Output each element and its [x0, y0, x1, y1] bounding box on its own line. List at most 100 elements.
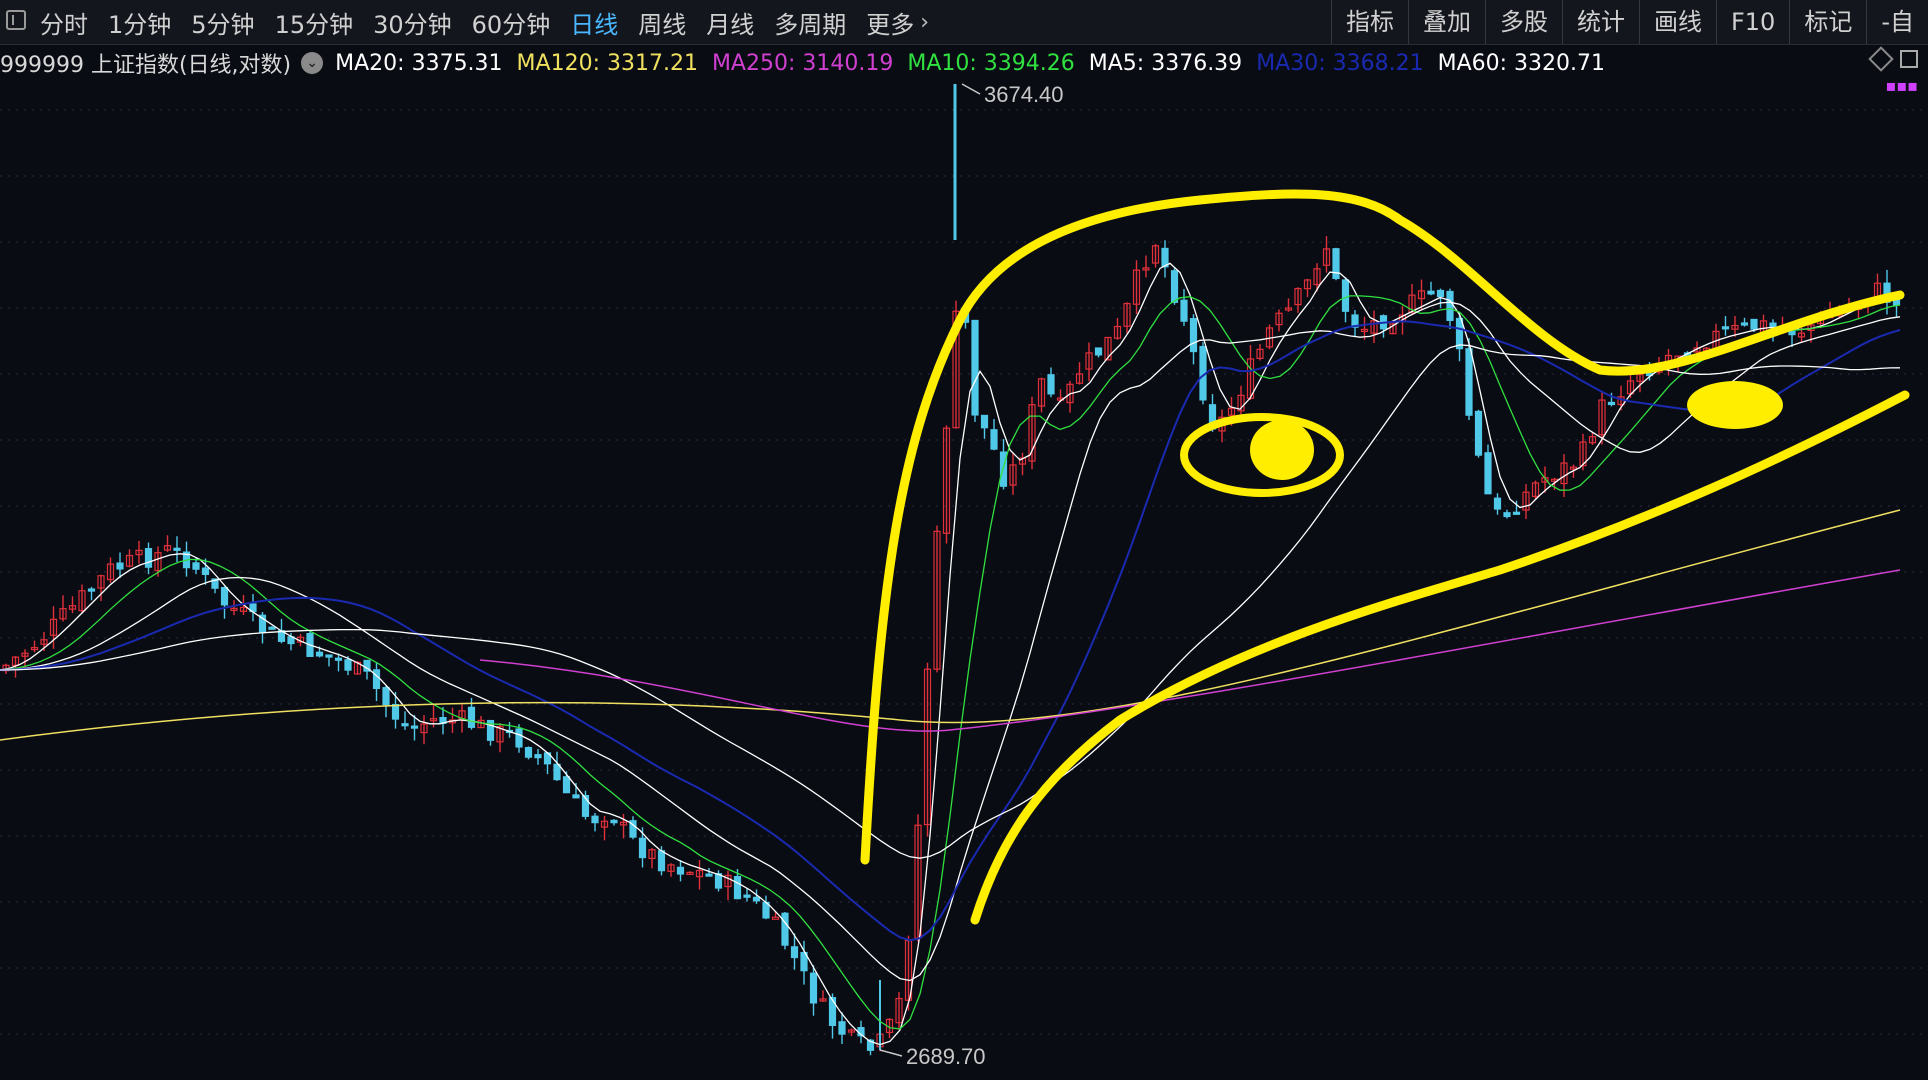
candle-body	[1389, 323, 1397, 335]
extreme-labels: 3674.40 2689.70	[879, 82, 1064, 1069]
candle-body	[496, 725, 504, 743]
candle-body	[163, 545, 172, 551]
candle-body	[1275, 312, 1283, 326]
candle-body	[705, 873, 713, 877]
candle-body	[1531, 482, 1540, 498]
candle-body	[819, 998, 827, 1002]
candle-body	[410, 725, 419, 729]
candle-body	[942, 427, 951, 534]
candle-body	[173, 547, 181, 551]
candle-body	[420, 723, 428, 734]
panel-toggle-icon[interactable]	[6, 10, 26, 30]
tab-1min[interactable]: 1分钟	[108, 10, 172, 39]
candle-body	[401, 723, 409, 727]
candle-body	[1294, 287, 1302, 306]
candle-body	[923, 668, 932, 826]
candle-body	[486, 719, 495, 741]
candle-body	[1113, 325, 1122, 339]
candle-body	[49, 618, 58, 636]
candle-body	[372, 669, 381, 690]
candle-body	[1028, 404, 1036, 462]
overlay-button[interactable]: 叠加	[1407, 0, 1485, 44]
draw-line-button[interactable]: 画线	[1638, 0, 1716, 44]
candle-body	[752, 896, 761, 902]
candle-body	[239, 606, 248, 612]
ma20-line	[0, 301, 1901, 982]
window-icon[interactable]	[1900, 50, 1918, 68]
candle-body	[1474, 410, 1483, 456]
candle-body	[733, 875, 742, 900]
mark-button[interactable]: 标记	[1789, 0, 1866, 44]
candle-body	[1598, 399, 1606, 436]
candle-body	[657, 850, 666, 872]
moving-average-lines	[0, 262, 1901, 1046]
tab-more[interactable]: 更多	[866, 10, 915, 39]
upper-curve-annotation	[860, 189, 1905, 865]
candle-body	[467, 706, 476, 728]
tab-multi-period[interactable]: 多周期	[774, 10, 847, 39]
tab-monthly[interactable]: 月线	[706, 10, 755, 39]
candle-body	[667, 864, 675, 872]
candle-body	[1360, 328, 1369, 333]
candle-body	[553, 763, 561, 781]
candle-body	[619, 821, 628, 826]
candle-body	[534, 754, 542, 759]
chevron-right-icon[interactable]: ›	[920, 9, 930, 35]
candle-body	[154, 552, 162, 572]
tab-daily[interactable]: 日线	[570, 10, 619, 39]
candle-body	[1436, 289, 1445, 298]
candle-body	[429, 718, 438, 722]
candle-body	[1636, 373, 1644, 382]
f10-button[interactable]: F10	[1715, 0, 1789, 44]
kline-chart[interactable]: 3674.40 2689.70	[0, 80, 1928, 1080]
candle-body	[201, 567, 210, 576]
diamond-icon[interactable]	[1868, 46, 1894, 72]
candle-body	[325, 654, 333, 658]
candle-body	[1151, 245, 1160, 264]
candle-body	[135, 549, 143, 556]
candle-body	[572, 794, 580, 799]
indicator-button[interactable]: 指标	[1330, 0, 1408, 44]
candle-body	[990, 429, 998, 450]
candle-body	[382, 687, 390, 706]
ma10-line	[0, 295, 1901, 1030]
candle-body	[116, 562, 124, 570]
tab-30min[interactable]: 30分钟	[373, 10, 452, 39]
candle-body	[1189, 318, 1198, 353]
dot-annotation-1	[1250, 420, 1314, 480]
candle-body	[952, 310, 960, 429]
candle-body	[1104, 336, 1112, 361]
candle-body	[1560, 462, 1568, 485]
candle-body	[211, 578, 219, 589]
ma60-line	[0, 344, 1901, 859]
candle-body	[1142, 267, 1150, 271]
ma120-line	[0, 509, 1901, 741]
dropdown-icon[interactable]: ⌄	[301, 52, 324, 74]
candle-body	[648, 849, 656, 860]
ma30-label: MA30: 3368.21	[1256, 50, 1424, 76]
tab-5min[interactable]: 5分钟	[191, 10, 255, 39]
candle-body	[1797, 332, 1806, 338]
candle-body	[895, 997, 903, 1024]
candle-body	[40, 639, 48, 645]
candle-body	[1446, 290, 1454, 321]
candle-body	[1607, 401, 1616, 406]
statistics-button[interactable]: 统计	[1561, 0, 1639, 44]
ma250-label: MA250: 3140.19	[711, 50, 894, 76]
candle-body	[610, 819, 618, 824]
candle-body	[192, 562, 200, 570]
tab-60min[interactable]: 60分钟	[471, 10, 551, 39]
candle-body	[125, 554, 134, 567]
tab-weekly[interactable]: 周线	[638, 10, 687, 39]
tab-15min[interactable]: 15分钟	[274, 10, 354, 39]
candle-body	[771, 916, 780, 920]
candle-body	[600, 820, 609, 828]
candle-body	[515, 728, 523, 748]
candle-body	[268, 626, 276, 630]
custom-button[interactable]: -自	[1866, 0, 1928, 44]
tab-fenshi[interactable]: 分时	[40, 10, 88, 39]
candle-body	[1512, 511, 1521, 515]
candlesticks	[2, 84, 1901, 1056]
candle-body	[1085, 352, 1093, 370]
multi-stock-button[interactable]: 多股	[1484, 0, 1562, 44]
